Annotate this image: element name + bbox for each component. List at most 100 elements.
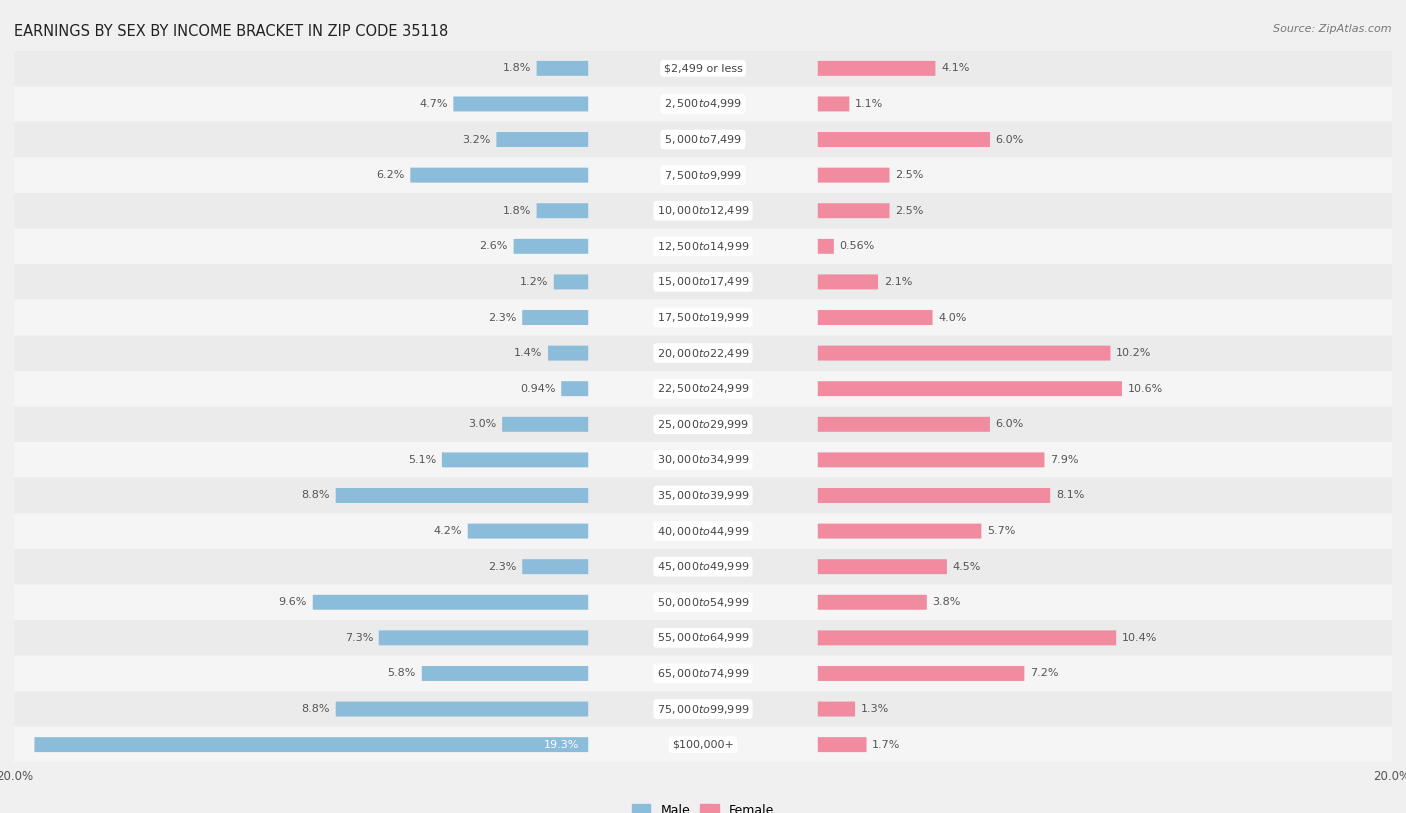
Bar <box>14 727 1392 762</box>
Bar <box>818 275 877 289</box>
Text: 8.8%: 8.8% <box>301 704 330 714</box>
Text: 19.3%: 19.3% <box>544 740 579 750</box>
Bar <box>818 417 990 432</box>
Bar <box>818 97 849 111</box>
Bar <box>336 702 588 716</box>
Text: 5.7%: 5.7% <box>987 526 1015 536</box>
Bar <box>14 122 1392 157</box>
Bar <box>522 559 588 574</box>
Text: $12,500 to $14,999: $12,500 to $14,999 <box>657 240 749 253</box>
Text: 6.2%: 6.2% <box>377 170 405 180</box>
Text: $2,500 to $4,999: $2,500 to $4,999 <box>664 98 742 111</box>
Text: 1.1%: 1.1% <box>855 99 883 109</box>
Text: 5.1%: 5.1% <box>408 455 436 465</box>
Bar <box>14 514 1392 549</box>
Bar <box>537 61 588 76</box>
Bar <box>312 595 588 610</box>
Text: 3.8%: 3.8% <box>932 598 960 607</box>
Bar <box>14 229 1392 263</box>
Text: 10.2%: 10.2% <box>1116 348 1152 358</box>
Bar <box>818 595 927 610</box>
Bar <box>411 167 588 183</box>
Text: 7.2%: 7.2% <box>1031 668 1059 679</box>
Text: 8.8%: 8.8% <box>301 490 330 501</box>
Bar <box>561 381 588 396</box>
Text: 0.94%: 0.94% <box>520 384 555 393</box>
Text: $35,000 to $39,999: $35,000 to $39,999 <box>657 489 749 502</box>
Text: $100,000+: $100,000+ <box>672 740 734 750</box>
Bar <box>818 203 890 218</box>
Bar <box>14 585 1392 620</box>
Bar <box>818 239 834 254</box>
Text: 2.5%: 2.5% <box>896 206 924 215</box>
Text: 9.6%: 9.6% <box>278 598 307 607</box>
Text: 7.9%: 7.9% <box>1050 455 1078 465</box>
Bar <box>818 559 946 574</box>
Text: $2,499 or less: $2,499 or less <box>664 63 742 73</box>
Text: 4.7%: 4.7% <box>419 99 447 109</box>
Text: 4.5%: 4.5% <box>953 562 981 572</box>
Bar <box>14 656 1392 691</box>
Text: 2.5%: 2.5% <box>896 170 924 180</box>
Bar <box>537 203 588 218</box>
Bar <box>422 666 588 681</box>
Bar <box>378 630 588 646</box>
Text: 3.0%: 3.0% <box>468 420 496 429</box>
Text: 2.3%: 2.3% <box>488 312 516 323</box>
Bar <box>818 666 1025 681</box>
Bar <box>14 51 1392 86</box>
Text: 1.2%: 1.2% <box>520 277 548 287</box>
Text: $65,000 to $74,999: $65,000 to $74,999 <box>657 667 749 680</box>
Bar <box>441 452 588 467</box>
Bar <box>818 61 935 76</box>
Text: 7.3%: 7.3% <box>344 633 373 643</box>
Bar <box>522 310 588 325</box>
Text: 4.0%: 4.0% <box>938 312 967 323</box>
Bar <box>14 550 1392 584</box>
Text: $15,000 to $17,499: $15,000 to $17,499 <box>657 276 749 289</box>
Legend: Male, Female: Male, Female <box>627 799 779 813</box>
Bar <box>14 478 1392 513</box>
Text: 10.6%: 10.6% <box>1128 384 1163 393</box>
Bar <box>818 310 932 325</box>
Text: 10.4%: 10.4% <box>1122 633 1157 643</box>
Bar <box>453 97 588 111</box>
Text: 6.0%: 6.0% <box>995 420 1024 429</box>
Bar <box>818 381 1122 396</box>
Text: 1.8%: 1.8% <box>502 206 531 215</box>
Text: 1.8%: 1.8% <box>502 63 531 73</box>
Bar <box>513 239 588 254</box>
Bar <box>554 275 588 289</box>
Text: EARNINGS BY SEX BY INCOME BRACKET IN ZIP CODE 35118: EARNINGS BY SEX BY INCOME BRACKET IN ZIP… <box>14 24 449 39</box>
Text: 3.2%: 3.2% <box>463 134 491 145</box>
Bar <box>14 264 1392 299</box>
Bar <box>818 132 990 147</box>
Bar <box>818 488 1050 503</box>
Bar <box>818 630 1116 646</box>
Bar <box>14 620 1392 655</box>
Text: $40,000 to $44,999: $40,000 to $44,999 <box>657 524 749 537</box>
Bar <box>468 524 588 538</box>
Text: 8.1%: 8.1% <box>1056 490 1084 501</box>
Bar <box>14 158 1392 193</box>
Text: $30,000 to $34,999: $30,000 to $34,999 <box>657 454 749 467</box>
Text: $45,000 to $49,999: $45,000 to $49,999 <box>657 560 749 573</box>
Bar <box>818 346 1111 361</box>
Text: 1.4%: 1.4% <box>515 348 543 358</box>
Text: 2.6%: 2.6% <box>479 241 508 251</box>
Bar <box>818 702 855 716</box>
Text: $50,000 to $54,999: $50,000 to $54,999 <box>657 596 749 609</box>
Bar <box>14 442 1392 477</box>
Text: $5,000 to $7,499: $5,000 to $7,499 <box>664 133 742 146</box>
Bar <box>14 193 1392 228</box>
Bar <box>336 488 588 503</box>
Text: $25,000 to $29,999: $25,000 to $29,999 <box>657 418 749 431</box>
Text: $75,000 to $99,999: $75,000 to $99,999 <box>657 702 749 715</box>
Text: $7,500 to $9,999: $7,500 to $9,999 <box>664 168 742 181</box>
Text: 2.3%: 2.3% <box>488 562 516 572</box>
Bar <box>818 452 1045 467</box>
Text: $22,500 to $24,999: $22,500 to $24,999 <box>657 382 749 395</box>
Bar <box>34 737 588 752</box>
Text: 4.1%: 4.1% <box>941 63 970 73</box>
Bar <box>14 336 1392 371</box>
